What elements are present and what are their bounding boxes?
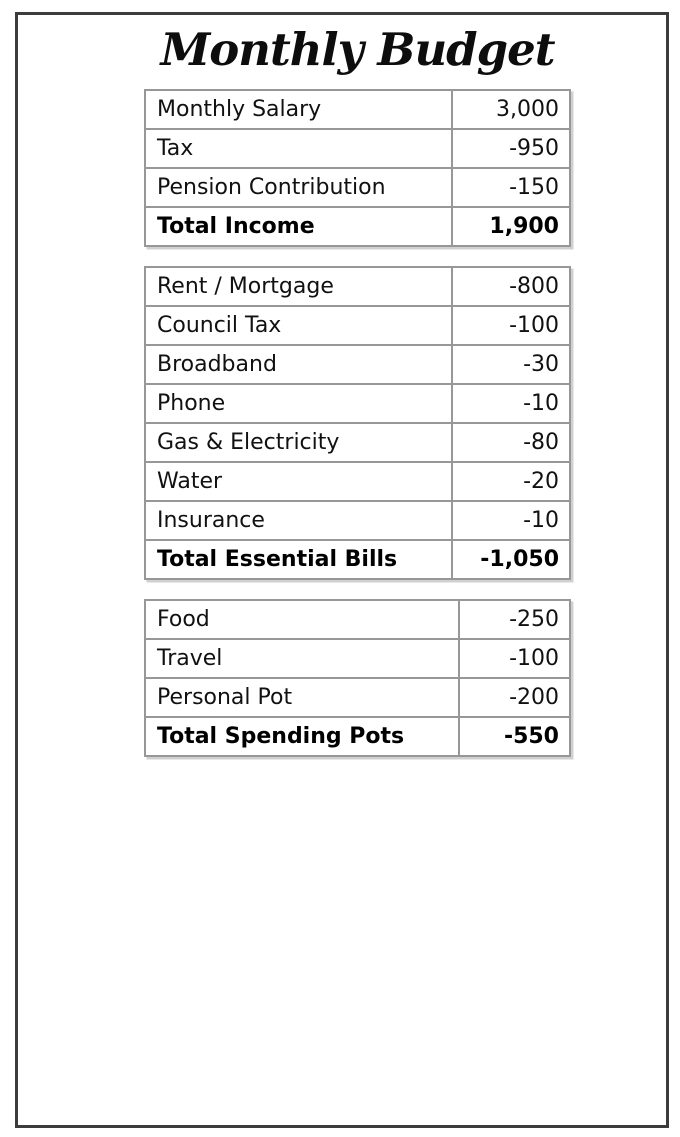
row-value: -950 [451, 128, 571, 169]
row-label: Total Spending Pots [144, 716, 460, 757]
row-label: Council Tax [144, 305, 453, 346]
table-row: Council Tax -100 [144, 305, 571, 346]
essential-bills-table: Rent / Mortgage -800 Council Tax -100 Br… [144, 266, 571, 580]
row-value: -200 [458, 677, 571, 718]
row-label: Pension Contribution [144, 167, 453, 208]
row-label: Personal Pot [144, 677, 460, 718]
budget-sheet: Monthly Budget Monthly Salary 3,000 Tax … [144, 0, 571, 757]
page-title: Monthly Budget [160, 23, 555, 76]
row-value: -10 [451, 383, 571, 424]
total-row: Total Spending Pots -550 [144, 716, 571, 757]
table-row: Water -20 [144, 461, 571, 502]
row-label: Travel [144, 638, 460, 679]
row-label: Insurance [144, 500, 453, 541]
income-table: Monthly Salary 3,000 Tax -950 Pension Co… [144, 89, 571, 247]
row-value: -150 [451, 167, 571, 208]
row-label: Rent / Mortgage [144, 266, 453, 307]
row-label: Phone [144, 383, 453, 424]
spending-pots-table: Food -250 Travel -100 Personal Pot -200 … [144, 599, 571, 757]
table-row: Pension Contribution -150 [144, 167, 571, 208]
row-label: Tax [144, 128, 453, 169]
row-value: -250 [458, 599, 571, 640]
row-label: Gas & Electricity [144, 422, 453, 463]
row-value: -80 [451, 422, 571, 463]
row-value: -550 [458, 716, 571, 757]
row-value: -30 [451, 344, 571, 385]
row-label: Total Income [144, 206, 453, 247]
row-label: Food [144, 599, 460, 640]
table-row: Monthly Salary 3,000 [144, 89, 571, 130]
table-row: Rent / Mortgage -800 [144, 266, 571, 307]
row-value: -800 [451, 266, 571, 307]
row-label: Total Essential Bills [144, 539, 453, 580]
table-row: Gas & Electricity -80 [144, 422, 571, 463]
table-row: Insurance -10 [144, 500, 571, 541]
table-row: Broadband -30 [144, 344, 571, 385]
row-label: Monthly Salary [144, 89, 453, 130]
table-row: Food -250 [144, 599, 571, 640]
row-value: -1,050 [451, 539, 571, 580]
total-row: Total Income 1,900 [144, 206, 571, 247]
row-label: Water [144, 461, 453, 502]
row-label: Broadband [144, 344, 453, 385]
table-row: Travel -100 [144, 638, 571, 679]
row-value: -20 [451, 461, 571, 502]
table-row: Personal Pot -200 [144, 677, 571, 718]
row-value: 3,000 [451, 89, 571, 130]
table-row: Tax -950 [144, 128, 571, 169]
table-row: Phone -10 [144, 383, 571, 424]
row-value: -100 [451, 305, 571, 346]
row-value: -10 [451, 500, 571, 541]
row-value: 1,900 [451, 206, 571, 247]
total-row: Total Essential Bills -1,050 [144, 539, 571, 580]
row-value: -100 [458, 638, 571, 679]
